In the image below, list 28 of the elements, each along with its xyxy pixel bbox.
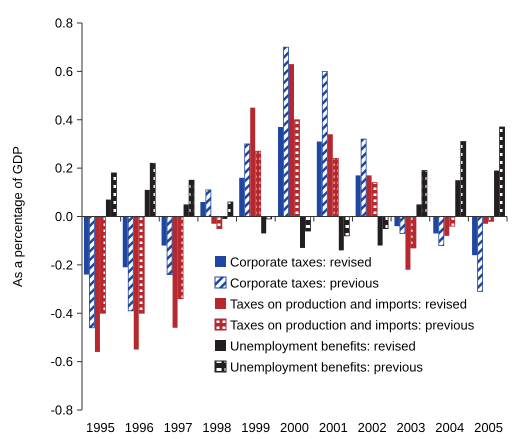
legend-label: Corporate taxes: previous [230,276,380,291]
legend-label: Unemployment benefits: previous [230,360,424,375]
x-tick-label: 2003 [396,420,426,435]
x-tick-label: 2001 [318,420,348,435]
legend-label: Taxes on production and imports: revised [230,296,468,312]
y-tick-label: 0.0 [54,209,73,224]
y-tick-label: 0.2 [54,160,73,176]
x-tick-label: 1998 [202,420,232,435]
x-tick-label: 1995 [86,420,115,435]
y-tick-label: -0.4 [50,306,73,321]
x-tick-label: 2002 [358,420,387,435]
y-tick-label: -0.2 [50,257,73,272]
y-axis-title: As a percentage of GDP [10,146,25,287]
x-tick-label: 1999 [241,420,270,435]
y-tick-label: 0.4 [54,112,73,128]
x-tick-label: 2000 [280,420,309,435]
x-tick-label: 2005 [474,420,504,435]
y-tick-label: 0.6 [54,64,73,79]
legend-label: Taxes on production and imports: previous [230,318,475,333]
y-tick-label: 0.8 [54,16,73,31]
y-tick-label: -0.8 [50,402,73,418]
legend-label: Unemployment benefits: revised [230,338,416,354]
legend-label: Corporate taxes: revised [230,254,372,270]
x-tick-label: 2004 [435,420,464,435]
bar [227,202,234,217]
y-tick-label: -0.6 [50,354,73,370]
x-tick-label: 1996 [124,420,154,435]
x-tick-label: 1997 [164,420,193,435]
